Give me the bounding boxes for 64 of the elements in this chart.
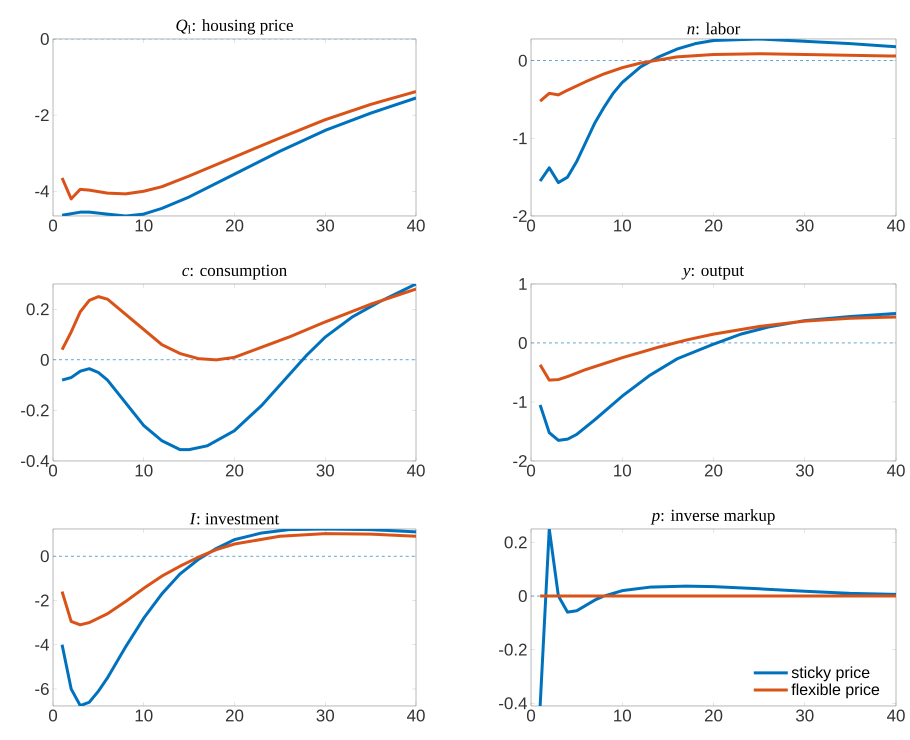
line-series bbox=[60, 90, 416, 200]
x-tick-label: 0 bbox=[526, 710, 536, 722]
x-tick-label: 10 bbox=[614, 220, 632, 232]
line-series bbox=[60, 532, 416, 626]
x-tick-label: 40 bbox=[406, 464, 425, 476]
x-tick-label: 0 bbox=[48, 220, 58, 232]
x-tick-label: 10 bbox=[136, 710, 153, 722]
y-tick-label: 0 bbox=[40, 354, 49, 366]
y-tick-label: 0 bbox=[518, 336, 527, 349]
y-tick-label: -2 bbox=[513, 210, 527, 222]
x-tick-label: 20 bbox=[704, 710, 722, 722]
y-tick-label: -0.2 bbox=[499, 644, 527, 656]
y-tick-label: -4 bbox=[35, 638, 49, 651]
chart-title: I: investment bbox=[190, 513, 280, 524]
legend-label: sticky price bbox=[792, 666, 870, 682]
x-tick-label: 40 bbox=[406, 710, 425, 722]
x-tick-label: 40 bbox=[406, 220, 425, 232]
x-tick-label: 10 bbox=[136, 220, 153, 232]
x-tick-label: 20 bbox=[704, 220, 722, 232]
y-tick-label: 0.2 bbox=[26, 303, 49, 316]
x-tick-label: 30 bbox=[316, 710, 334, 722]
y-tick-label: -0.2 bbox=[21, 404, 49, 416]
y-tick-label: 1 bbox=[519, 278, 527, 290]
chart-title: n: labor bbox=[687, 22, 740, 34]
x-tick-label: 20 bbox=[226, 464, 244, 476]
chart-title: y: output bbox=[682, 266, 744, 280]
x-tick-label: 40 bbox=[886, 220, 905, 232]
y-tick-label: -2 bbox=[513, 455, 527, 467]
x-tick-label: 10 bbox=[614, 464, 632, 476]
y-tick-label: 0 bbox=[40, 550, 49, 562]
legend-label: flexible price bbox=[792, 683, 880, 698]
y-tick-label: -4 bbox=[35, 185, 49, 198]
y-tick-label: -1 bbox=[513, 396, 527, 408]
x-tick-label: 0 bbox=[48, 710, 58, 722]
y-tick-label: -0.4 bbox=[21, 454, 49, 467]
chart-title: Q$_{l}$: housing price bbox=[176, 19, 293, 34]
y-tick-label: -2 bbox=[35, 594, 49, 606]
y-tick-label: 0.2 bbox=[504, 536, 527, 548]
x-tick-label: 20 bbox=[704, 464, 722, 476]
y-tick-label: 0 bbox=[518, 54, 527, 67]
x-tick-label: 20 bbox=[226, 220, 244, 232]
x-tick-label: 0 bbox=[48, 464, 58, 476]
x-tick-label: 30 bbox=[796, 220, 814, 232]
x-tick-label: 10 bbox=[136, 464, 153, 476]
y-tick-label: -1 bbox=[513, 132, 527, 144]
line-series bbox=[60, 96, 416, 216]
y-tick-label: 0 bbox=[40, 32, 49, 45]
chart-title: p: inverse markup bbox=[650, 509, 775, 524]
x-tick-label: 30 bbox=[316, 220, 334, 232]
x-tick-label: 30 bbox=[316, 464, 334, 476]
x-tick-label: 40 bbox=[886, 464, 905, 476]
x-tick-label: 0 bbox=[526, 220, 536, 232]
x-tick-label: 20 bbox=[226, 710, 244, 722]
x-tick-label: 40 bbox=[886, 710, 905, 722]
y-tick-label: -0.4 bbox=[499, 697, 527, 710]
x-tick-label: 10 bbox=[614, 710, 632, 722]
y-tick-label: 0 bbox=[518, 590, 527, 602]
y-tick-label: -6 bbox=[35, 682, 49, 695]
x-tick-label: 30 bbox=[796, 464, 814, 476]
chart-title: c: consumption bbox=[182, 264, 287, 280]
line-series bbox=[538, 316, 896, 382]
y-tick-label: -2 bbox=[35, 109, 49, 122]
x-tick-label: 0 bbox=[526, 464, 536, 476]
x-tick-label: 30 bbox=[796, 710, 814, 722]
